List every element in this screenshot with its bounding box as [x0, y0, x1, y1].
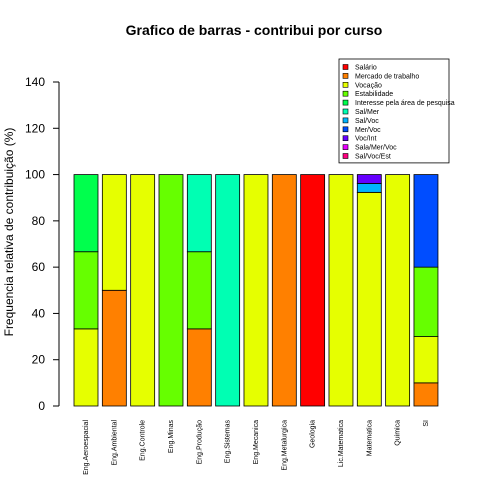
legend-label: Sal/Voc: [355, 118, 379, 125]
bar-segment: [385, 174, 411, 407]
x-tick-label: Eng.Aeroespacial: [83, 420, 90, 475]
x-tick-label: Eng.Mecanica: [253, 420, 260, 464]
bar-segment: [215, 174, 241, 407]
x-tick-label: Eng.Metalurgica: [281, 420, 288, 471]
legend-swatch: [342, 64, 349, 70]
legend-label: Sal/Mer: [355, 109, 380, 116]
bar-stack: [413, 174, 439, 407]
bar-stack: [130, 174, 156, 407]
legend-swatch: [342, 135, 349, 141]
bar-segment: [271, 174, 297, 407]
bar-segment: [413, 174, 439, 268]
y-tick-label: 60: [32, 260, 46, 274]
bar-stack: [73, 174, 99, 407]
bar-segment: [356, 191, 382, 407]
x-tick-label: Eng.Ambiental: [111, 420, 118, 466]
legend-swatch: [342, 153, 349, 159]
bar-stack: [385, 174, 411, 407]
bar-segment: [328, 174, 354, 407]
bar-segment: [356, 174, 382, 184]
x-tick-label: Lic.Matematica: [338, 420, 345, 467]
legend-label: Salário: [355, 65, 377, 72]
y-tick-label: 120: [25, 121, 45, 135]
legend-label: Mercado de trabalho: [355, 73, 419, 80]
y-tick-label: 80: [32, 214, 46, 228]
x-tick-label: Eng.Sistemas: [225, 420, 232, 464]
legend-label: Voc/Int: [355, 136, 376, 143]
legend-swatch: [342, 117, 349, 124]
legend-label: Sala/Mer/Voc: [355, 145, 397, 152]
y-tick-label: 100: [25, 168, 45, 182]
y-axis: 0 20 40 60 80 100 120 140: [25, 75, 60, 413]
y-tick-label: 20: [32, 353, 46, 367]
bar-stack: [300, 174, 326, 407]
bar-segment: [186, 328, 212, 407]
bar-segment: [101, 289, 127, 407]
bar-stack: [271, 174, 297, 407]
legend-swatch: [342, 82, 349, 88]
legend-swatch: [342, 144, 349, 150]
bar-stack: [356, 174, 382, 407]
x-tick-label: Matematica: [366, 420, 373, 456]
bar-segment: [73, 251, 99, 330]
y-tick-label: 40: [32, 306, 46, 320]
x-tick-label: Eng.Minas: [168, 420, 175, 454]
legend-swatch: [342, 126, 349, 133]
bar-stack: [101, 174, 127, 407]
bar-segment: [413, 266, 439, 337]
bar-stack: [243, 174, 269, 407]
x-tick-label: Quimica: [395, 420, 402, 446]
bar-segment: [356, 183, 382, 193]
legend-label: Estabilidade: [355, 91, 393, 98]
bar-stack: [215, 174, 241, 407]
legend-swatch: [342, 108, 349, 115]
bar-segment: [73, 174, 99, 253]
y-tick-label: 0: [38, 399, 45, 413]
bars-group: [73, 174, 439, 407]
legend-swatch: [342, 90, 349, 97]
bar-stack: [186, 174, 212, 407]
legend-swatch: [342, 99, 349, 106]
legend-label: Sal/Voc/Est: [355, 154, 391, 161]
y-tick-label: 140: [25, 75, 45, 89]
chart-title: Grafico de barras - contribui por curso: [126, 22, 383, 38]
y-axis-label: Frequencia relativa de contribuição (%): [2, 128, 16, 337]
bar-segment: [186, 174, 212, 253]
bar-segment: [101, 174, 127, 291]
x-tick-label: Eng.Produção: [196, 420, 203, 464]
legend-swatch: [342, 73, 349, 79]
x-tick-labels: Eng.Aeroespacial Eng.Ambiental Eng.Control…: [83, 420, 430, 475]
bar-stack: [158, 174, 184, 407]
legend-box: [338, 58, 450, 164]
bar-segment: [130, 174, 156, 407]
bar-stack: [328, 174, 354, 407]
legend-label: Interesse pela área de pesquisa: [355, 100, 455, 107]
x-tick-label: SI: [423, 420, 430, 427]
bar-segment: [158, 174, 184, 407]
bar-segment: [243, 174, 269, 407]
bar-segment: [186, 251, 212, 330]
bar-segment: [413, 336, 439, 384]
bar-segment: [413, 382, 439, 407]
legend-label: Vocação: [355, 82, 382, 89]
legend-label: Mer/Voc: [355, 127, 381, 134]
x-tick-label: Eng.Controle: [140, 420, 147, 461]
bar-segment: [73, 328, 99, 407]
bar-segment: [300, 174, 326, 407]
x-tick-label: Geologia: [310, 420, 317, 448]
